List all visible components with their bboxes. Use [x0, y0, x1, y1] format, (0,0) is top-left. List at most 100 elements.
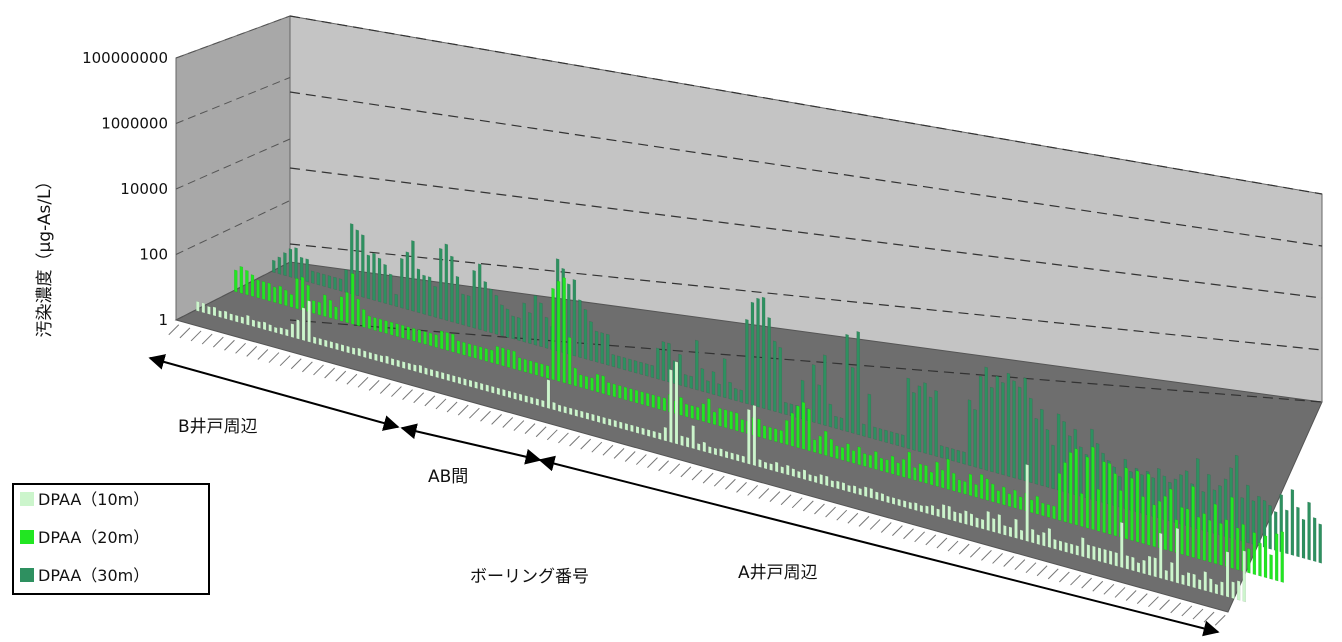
bar-1-15: [317, 301, 322, 316]
bar-2-17: [366, 254, 371, 300]
bar-1-109: [840, 446, 845, 461]
x-tick-mark: [335, 370, 347, 382]
bar-0-71: [591, 413, 595, 422]
bar-2-117: [923, 382, 927, 454]
region-label-a: A井戸周辺: [738, 563, 818, 583]
bar-2-88: [761, 296, 766, 410]
bar-2-136: [1029, 397, 1033, 484]
bar-2-43: [511, 315, 515, 340]
bar-1-175: [1208, 519, 1212, 563]
bar-2-129: [990, 386, 994, 473]
bar-1-148: [1057, 472, 1062, 522]
bar-1-65: [595, 373, 600, 393]
legend-label-20m: DPAA（20m）: [38, 528, 149, 547]
bar-0-126: [897, 498, 901, 507]
bar-2-57: [589, 321, 593, 362]
bar-0-57: [513, 391, 517, 400]
bar-0-132: [930, 504, 935, 516]
bar-0-39: [413, 364, 417, 373]
bar-0-107: [791, 468, 796, 478]
bar-1-40: [456, 340, 461, 355]
x-tick-mark: [524, 423, 536, 435]
bar-0-34: [385, 355, 389, 365]
x-tick-mark: [713, 475, 725, 487]
bar-0-112: [819, 473, 823, 485]
bar-0-177: [1181, 574, 1185, 586]
bar-0-186: [1231, 581, 1235, 600]
bar-0-165: [1114, 551, 1118, 567]
bar-0-157: [1069, 543, 1074, 555]
bar-1-143: [1030, 499, 1034, 514]
bar-1-161: [1130, 477, 1134, 542]
x-tick-mark: [1136, 593, 1148, 604]
bar-2-40: [494, 294, 499, 335]
bar-1-111: [851, 449, 856, 464]
x-tick-mark: [780, 494, 792, 506]
bar-0-24: [329, 340, 334, 349]
x-tick-mark: [925, 534, 937, 546]
x-tick-mark: [736, 482, 747, 493]
bar-2-138: [1040, 408, 1044, 487]
bar-2-134: [1017, 386, 1022, 481]
bar-0-130: [919, 504, 924, 513]
x-tick-mark: [880, 522, 892, 533]
bar-0-99: [747, 408, 751, 465]
region-label-b: B井戸周辺: [178, 417, 258, 437]
bar-2-186: [1307, 501, 1311, 561]
bar-0-149: [1025, 464, 1029, 542]
bar-2-67: [644, 363, 649, 377]
x-tick-mark: [1003, 556, 1015, 567]
bar-0-113: [825, 475, 829, 487]
bar-2-83: [734, 387, 738, 402]
x-tick-mark: [457, 404, 469, 416]
legend-swatch-20m: [20, 530, 34, 544]
bar-0-138: [964, 510, 968, 526]
bar-2-114: [906, 377, 911, 450]
x-tick-mark: [546, 429, 558, 441]
bar-1-113: [863, 452, 867, 468]
bar-2-7: [311, 270, 315, 284]
gridline-back: [289, 167, 1323, 299]
bar-1-63: [584, 375, 589, 390]
bar-1-38: [445, 331, 450, 352]
bar-0-44: [440, 371, 445, 380]
bar-2-85: [745, 318, 749, 405]
legend-label-30m: DPAA（30m）: [38, 566, 149, 585]
bar-0-78: [630, 424, 634, 433]
bar-1-61: [573, 367, 578, 387]
bar-2-1: [277, 256, 282, 275]
bar-1-149: [1063, 461, 1067, 523]
bar-2-98: [817, 384, 821, 425]
bar-1-126: [935, 461, 939, 488]
bar-1-99: [785, 419, 789, 446]
gridline-back: [289, 91, 1323, 247]
bar-2-116: [917, 385, 922, 453]
bar-1-95: [762, 425, 767, 440]
x-tick-mark: [179, 327, 191, 339]
y-tick-label: 100000000: [82, 49, 168, 67]
bar-2-105: [856, 331, 860, 436]
bar-1-60: [568, 336, 572, 386]
bar-1-9: [284, 289, 288, 307]
bar-2-102: [839, 417, 844, 431]
bar-1-160: [1124, 467, 1129, 540]
x-tick-mark: [190, 330, 202, 342]
bar-2-15: [355, 229, 360, 297]
bar-0-36: [396, 359, 400, 368]
bar-1-121: [907, 451, 912, 480]
bar-1-158: [1113, 472, 1117, 537]
bar-0-173: [1158, 532, 1163, 580]
y-axis-ticks: 1 100 10000 1000000 100000000: [82, 49, 168, 329]
bar-2-62: [617, 355, 621, 369]
bar-1-6: [267, 282, 271, 302]
bar-2-108: [873, 426, 877, 440]
bar-0-158: [1075, 544, 1079, 556]
bar-1-164: [1146, 473, 1151, 546]
bar-1-170: [1180, 506, 1184, 556]
bar-1-44: [478, 346, 483, 361]
bar-1-117: [885, 459, 889, 474]
bar-1-83: [696, 406, 700, 421]
bar-2-109: [878, 428, 883, 442]
bar-0-148: [1019, 529, 1024, 541]
bar-1-29: [395, 323, 399, 338]
